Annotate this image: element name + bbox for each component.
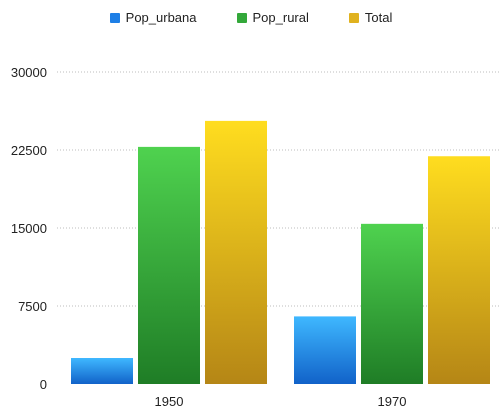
legend-item-rural: Pop_rural <box>236 10 309 25</box>
legend-item-urbana: Pop_urbana <box>109 10 197 25</box>
bar-pop-rural-1970 <box>361 223 423 384</box>
bar-pop-urbana-1950 <box>71 358 133 384</box>
label-layer: 0 7500 15000 22500 30000 1950 1970 <box>11 65 407 407</box>
legend-swatch-urbana <box>109 12 120 23</box>
y-tick-label: 15000 <box>11 221 47 236</box>
y-tick-label: 7500 <box>18 299 47 314</box>
grid-layer <box>57 71 500 307</box>
bar-pop-rural-1950 <box>138 146 200 384</box>
y-tick-label: 30000 <box>11 65 47 80</box>
bar-pop-urbana-1970 <box>294 316 356 384</box>
bar-total-1970 <box>428 156 490 384</box>
legend-label-rural: Pop_rural <box>252 10 309 25</box>
x-tick-label: 1950 <box>155 394 184 407</box>
legend-item-total: Total <box>348 10 393 25</box>
y-tick-label: 22500 <box>11 143 47 158</box>
legend: Pop_urbana Pop_rural Total <box>0 10 502 25</box>
legend-swatch-rural <box>236 12 247 23</box>
bar-layer <box>71 120 490 384</box>
y-tick-label: 0 <box>40 377 47 392</box>
legend-label-total: Total <box>364 10 393 25</box>
legend-swatch-total <box>348 12 359 23</box>
bar-total-1950 <box>205 120 267 384</box>
x-tick-label: 1970 <box>378 394 407 407</box>
legend-label-urbana: Pop_urbana <box>125 10 197 25</box>
